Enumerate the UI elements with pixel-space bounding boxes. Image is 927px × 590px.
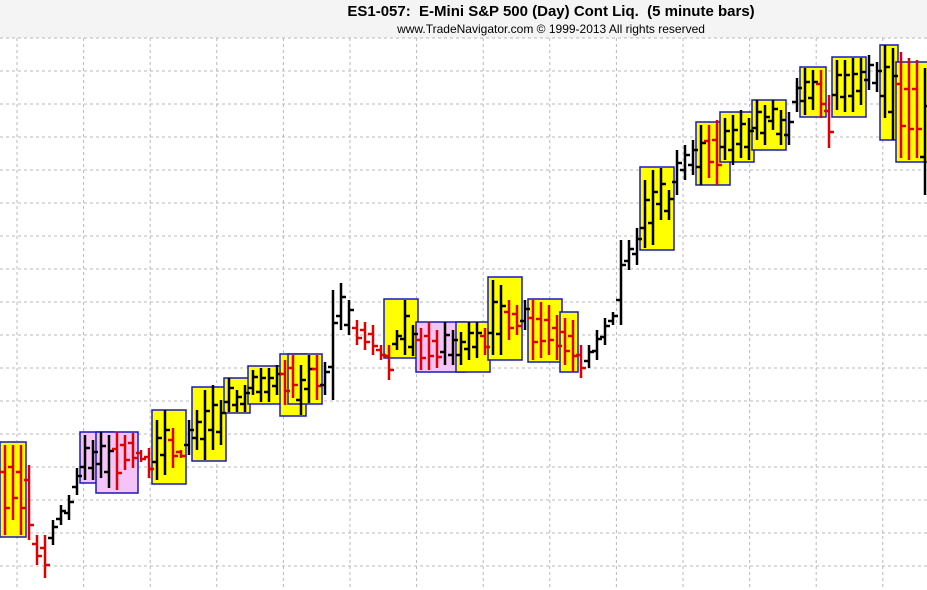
header-band: [0, 0, 927, 38]
range-box: [559, 311, 579, 373]
bars: [0, 45, 927, 578]
chart-title: ES1-057: E-Mini S&P 500 (Day) Cont Liq. …: [347, 3, 754, 20]
chart-subtitle: www.TradeNavigator.com © 1999-2013 All r…: [396, 22, 705, 36]
